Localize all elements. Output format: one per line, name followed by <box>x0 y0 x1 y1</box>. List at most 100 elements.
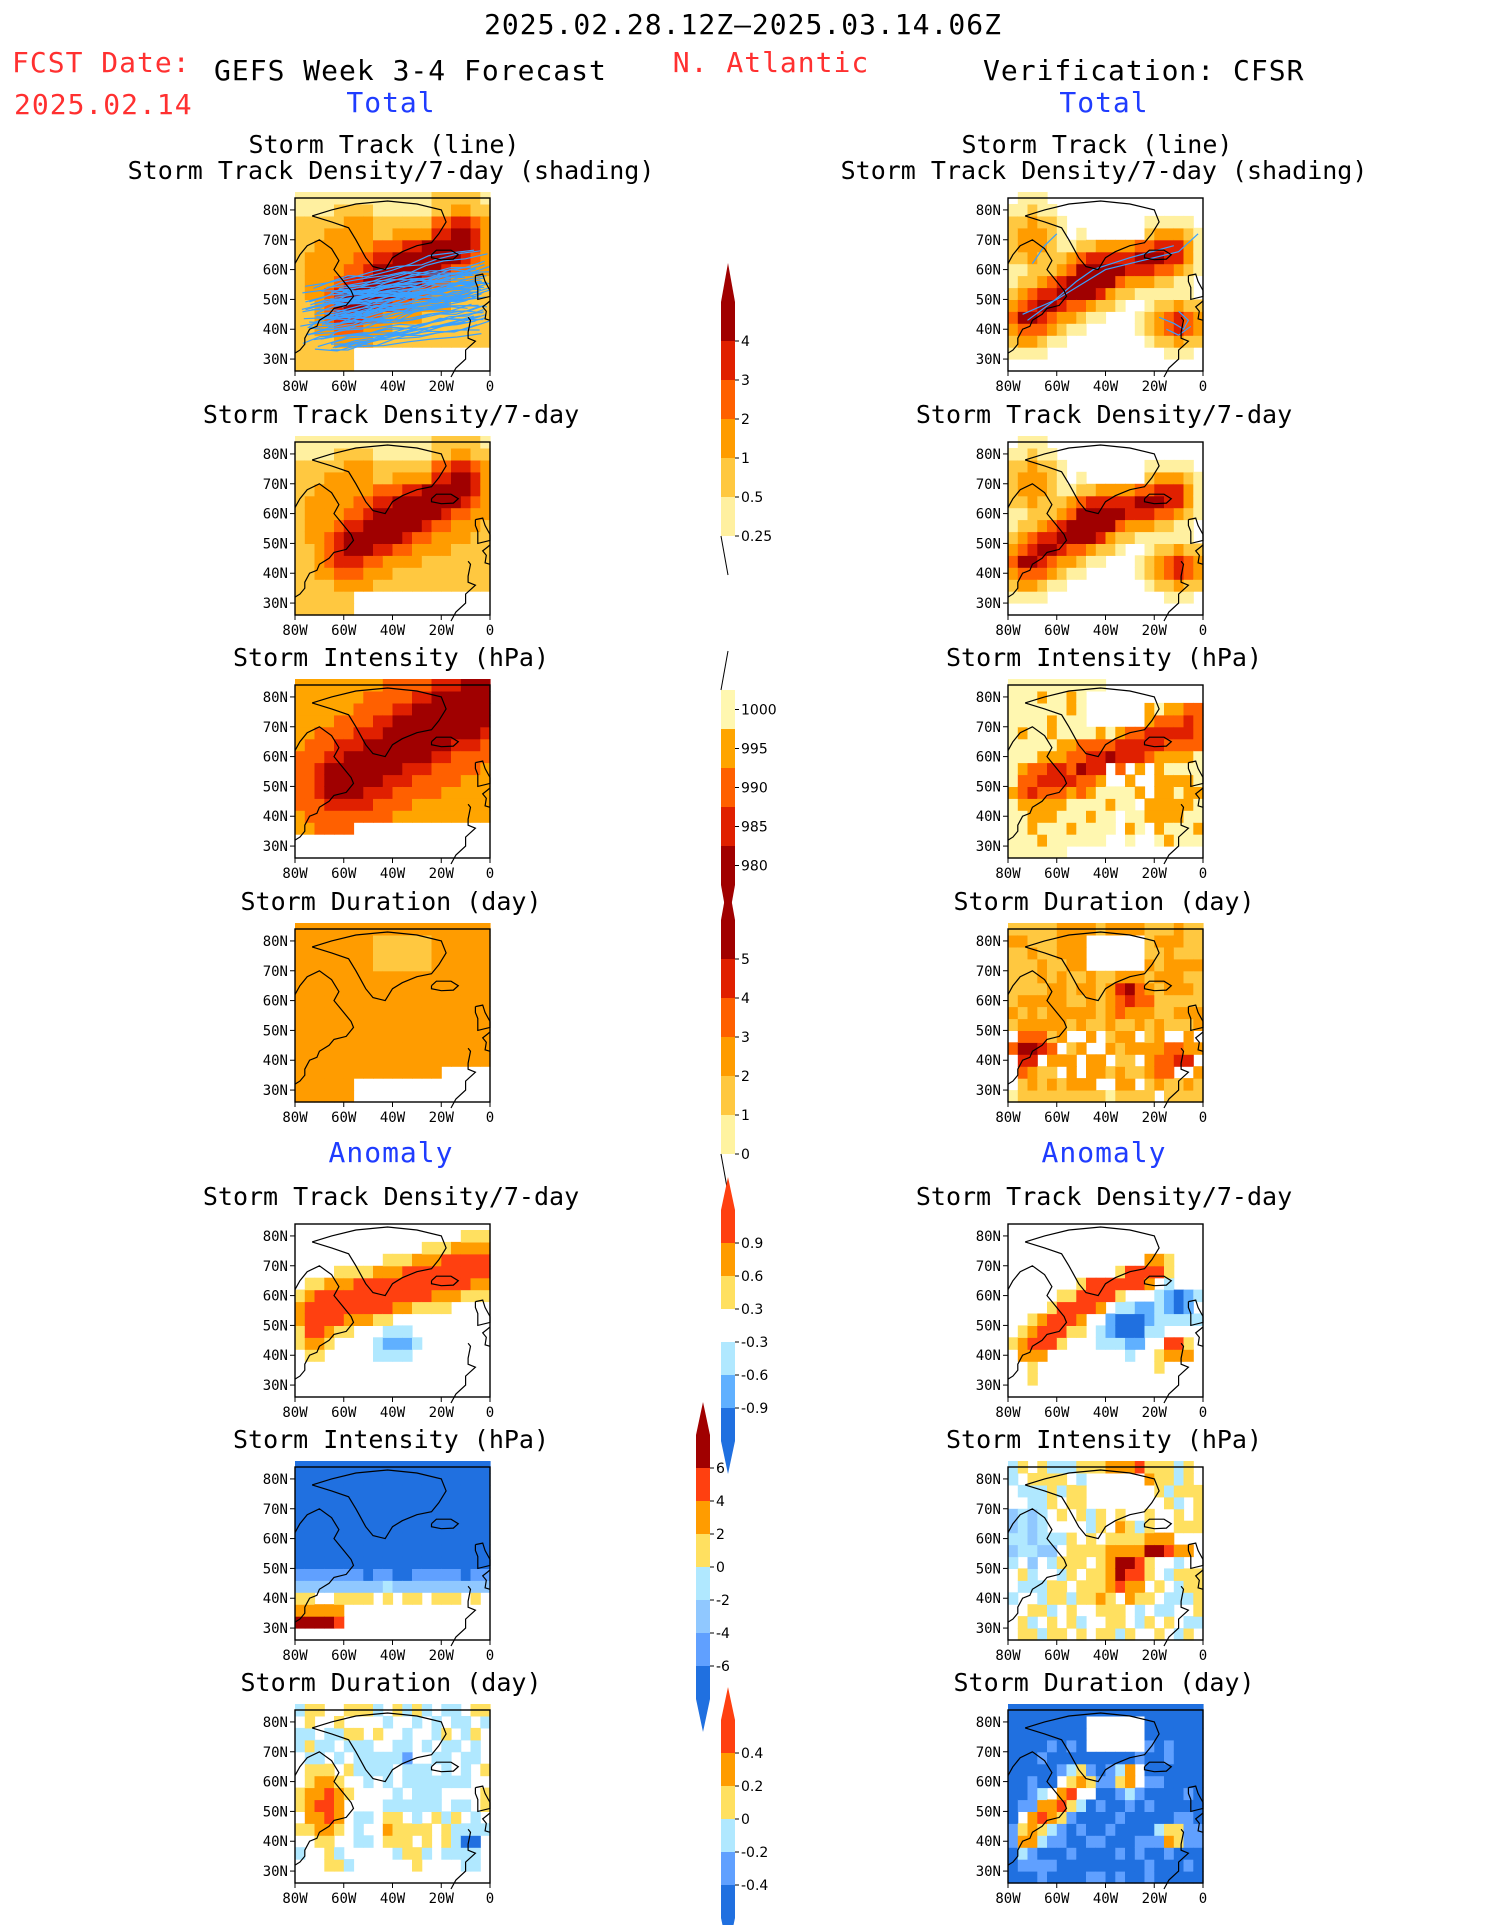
map-cell <box>460 215 472 229</box>
lat-tick-label: 70N <box>263 477 288 493</box>
map-cell <box>343 1520 355 1534</box>
map-cell <box>441 1253 452 1267</box>
map-cell <box>1008 726 1019 740</box>
map-cell <box>373 567 384 580</box>
map-cell <box>334 1313 345 1326</box>
map-cell <box>1095 1823 1107 1836</box>
map-cell <box>451 1739 462 1753</box>
map-cell <box>343 1859 355 1872</box>
map-cell <box>382 1289 394 1303</box>
map-cell <box>460 982 472 996</box>
map-cell <box>421 1253 433 1267</box>
map-cell <box>1047 1739 1058 1753</box>
map-cell <box>324 359 335 372</box>
map-cell <box>431 1006 442 1020</box>
map-cell <box>334 531 345 544</box>
map-cell <box>402 702 413 716</box>
map-cell <box>1017 483 1029 497</box>
map-cell <box>412 1811 423 1824</box>
coastline <box>1007 1508 1068 1623</box>
map-cell <box>314 786 325 799</box>
verification-total-label: Total <box>1059 86 1149 119</box>
map-cell <box>1076 750 1087 764</box>
map-cell <box>1037 1727 1048 1741</box>
map-cell <box>1066 519 1077 533</box>
map-cell <box>1017 1066 1029 1079</box>
lon-tick-label: 60W <box>331 1405 357 1421</box>
map-cell <box>324 750 335 764</box>
map-cell <box>1134 1325 1146 1338</box>
map-cell <box>1027 531 1038 544</box>
map-cell <box>1183 1568 1194 1581</box>
map-cell <box>1027 786 1038 799</box>
map-cell <box>431 263 442 277</box>
map-cell <box>1086 738 1097 752</box>
panel-title-anom-density-left: Storm Track Density/7-day <box>202 1182 580 1211</box>
map-cell <box>1086 263 1097 277</box>
colorbar-swatch <box>721 419 735 458</box>
map-cell <box>1027 227 1038 241</box>
map-cell <box>431 239 442 253</box>
map-cell <box>1134 263 1146 277</box>
map-cell <box>1066 822 1077 835</box>
map-cell <box>1017 227 1029 241</box>
colorbar-label: 2 <box>741 1069 750 1085</box>
lon-tick-label: 40W <box>1093 1648 1119 1664</box>
lon-tick-label: 0 <box>1199 379 1207 395</box>
map-cell <box>441 762 452 776</box>
map-cell <box>1027 1361 1038 1374</box>
map-cell <box>334 1616 345 1629</box>
map-cell <box>431 762 442 776</box>
lat-tick-label: 40N <box>263 1053 288 1069</box>
map-cell <box>1183 702 1194 716</box>
map-cell <box>392 204 403 217</box>
map-cell <box>382 774 394 787</box>
map-cell <box>1047 1042 1058 1055</box>
map-cell <box>1076 251 1087 265</box>
map-cell <box>392 459 403 473</box>
map-cell <box>324 946 335 960</box>
map-cell <box>421 519 433 533</box>
map-cell <box>1173 994 1185 1008</box>
map-cell <box>480 567 491 580</box>
map-cell <box>1164 1568 1175 1581</box>
map-cell <box>1027 204 1038 217</box>
map-cell <box>353 750 364 764</box>
map-cell <box>480 1568 491 1581</box>
map-cell <box>1056 1337 1068 1350</box>
map-cell <box>1144 1078 1155 1091</box>
map-cell <box>470 1859 481 1872</box>
map-cell <box>353 738 364 752</box>
map-cell <box>1193 946 1204 960</box>
map-cell <box>382 471 394 485</box>
map-cell <box>1008 287 1019 300</box>
map-cell <box>1125 1277 1136 1291</box>
map-cell <box>1164 531 1175 544</box>
coastline <box>1194 1031 1204 1052</box>
map-cell <box>1183 1592 1194 1605</box>
map-cell <box>1115 239 1126 253</box>
map-cell <box>402 1301 413 1315</box>
map-cell <box>1047 750 1058 764</box>
map-cell <box>304 555 316 568</box>
map-cell <box>1086 798 1097 811</box>
map-cell <box>1047 519 1058 533</box>
map-cell <box>1105 251 1116 265</box>
map-cell <box>1144 1556 1155 1569</box>
lat-tick-label: 40N <box>263 566 288 582</box>
map-cell <box>314 1054 325 1067</box>
map-cell <box>363 1473 374 1486</box>
map-cell <box>1173 543 1185 556</box>
map-cell <box>1183 738 1194 752</box>
map-cell <box>470 1030 481 1043</box>
map-cell <box>431 786 442 799</box>
map-cell <box>1125 1054 1136 1067</box>
map-cell <box>363 1018 374 1031</box>
map-cell <box>412 1473 423 1486</box>
map-cell <box>441 448 452 461</box>
map-cell <box>1134 738 1146 752</box>
map-cell <box>304 1042 316 1055</box>
map-cell <box>421 982 433 996</box>
map-cell <box>1173 1775 1185 1789</box>
map-cell <box>314 603 325 616</box>
